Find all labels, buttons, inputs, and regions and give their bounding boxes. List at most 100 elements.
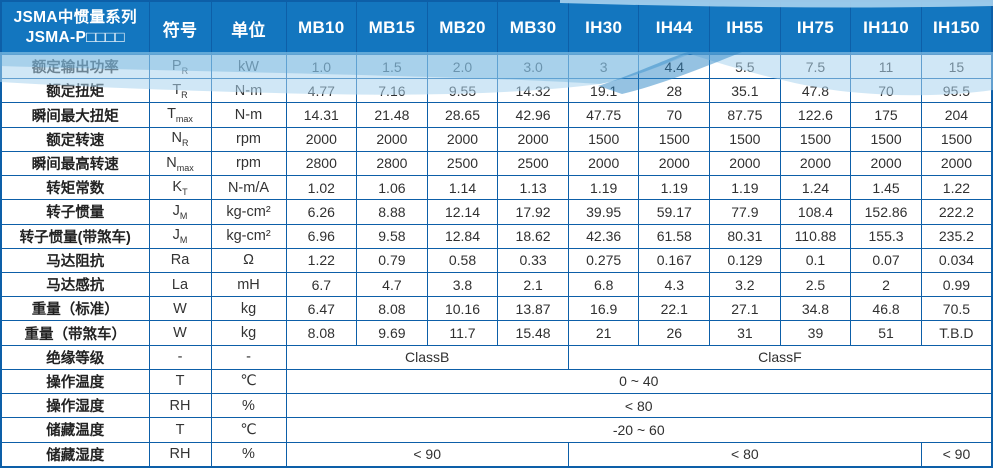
spec-value: 87.75 — [709, 102, 781, 128]
spec-value: 10.16 — [426, 296, 499, 322]
spec-value: 7.5 — [779, 53, 852, 80]
symbol-subscript: max — [175, 113, 193, 124]
spec-value: 2000 — [356, 126, 428, 152]
spec-value: 4.4 — [638, 53, 711, 80]
spec-value: 16.9 — [567, 296, 640, 322]
spec-value: 11 — [850, 53, 922, 80]
row-symbol: RH — [148, 393, 212, 419]
symbol-subscript: R — [181, 138, 189, 149]
spec-value-merged: < 90 — [920, 441, 993, 468]
spec-value: 47.8 — [779, 78, 852, 104]
spec-value: 1.02 — [285, 175, 358, 201]
spec-value: 0.79 — [356, 247, 428, 273]
spec-value: 8.08 — [356, 296, 428, 322]
spec-value: 1.24 — [779, 175, 852, 201]
model-col-header: IH44 — [638, 0, 711, 55]
spec-value: 1.22 — [285, 247, 358, 273]
spec-value: 3.2 — [709, 271, 781, 298]
row-symbol: JM — [148, 199, 212, 225]
spec-row: 转子惯量 JM kg-cm² 6.26 8.88 12.14 17.92 39.95 59.17… — [0, 199, 993, 225]
series-title-line1: JSMA中惯量系列 — [13, 8, 137, 26]
spec-value: 235.2 — [920, 223, 993, 249]
spec-value: 155.3 — [850, 223, 922, 249]
spec-value: 9.69 — [356, 320, 428, 346]
spec-value: 2000 — [426, 126, 499, 152]
row-label: 马达阻抗 — [0, 247, 150, 273]
spec-row: 绝缘等级 - - ClassB ClassF — [0, 344, 993, 370]
spec-value: 28.65 — [426, 102, 499, 128]
spec-value: 0.33 — [497, 247, 569, 273]
spec-value: 39 — [779, 320, 852, 346]
spec-value: 47.75 — [567, 102, 640, 128]
row-unit: - — [210, 344, 287, 370]
row-symbol: Tmax — [148, 102, 212, 128]
row-label: 重量（标准） — [0, 296, 150, 322]
row-label: 绝缘等级 — [0, 344, 150, 370]
spec-row: 马达感抗 La mH 6.7 4.7 3.8 2.1 6.8 4.3 3.2 2.5 2 0.99 — [0, 271, 993, 298]
spec-value: 3.8 — [426, 271, 499, 298]
spec-value: 35.1 — [709, 78, 781, 104]
symbol-subscript: max — [176, 162, 194, 173]
spec-value: 152.86 — [850, 199, 922, 225]
row-label: 额定输出功率 — [0, 53, 150, 80]
model-col-header: MB20 — [426, 0, 499, 55]
model-col-header: IH110 — [850, 0, 922, 55]
spec-value: 2000 — [920, 150, 993, 177]
spec-value: 80.31 — [709, 223, 781, 249]
spec-row: 马达阻抗 Ra Ω 1.22 0.79 0.58 0.33 0.275 0.167 0.129 0.… — [0, 247, 993, 273]
spec-value: 0.07 — [850, 247, 922, 273]
model-col-header: IH150 — [920, 0, 993, 55]
row-symbol: W — [148, 296, 212, 322]
symbol-column-header: 符号 — [148, 0, 212, 55]
spec-table-body: 额定输出功率 PR kW 1.0 1.5 2.0 3.0 3 4.4 5.5 7.5 11 15 额定扭矩… — [0, 53, 993, 468]
spec-value: 0.1 — [779, 247, 852, 273]
spec-value: 2500 — [426, 150, 499, 177]
spec-value-merged: < 80 — [567, 441, 922, 468]
spec-row: 额定输出功率 PR kW 1.0 1.5 2.0 3.0 3 4.4 5.5 7.5 11 15 — [0, 53, 993, 80]
spec-value: 59.17 — [638, 199, 711, 225]
model-col-header: MB30 — [497, 0, 569, 55]
row-symbol: - — [148, 344, 212, 370]
spec-value: 8.88 — [356, 199, 428, 225]
spec-value: 1.19 — [567, 175, 640, 201]
table-title: JSMA中惯量系列 JSMA-P□□□□ — [0, 0, 150, 55]
spec-value: 14.32 — [497, 78, 569, 104]
row-unit: Ω — [210, 247, 287, 273]
spec-row: 额定转速 NR rpm 2000 2000 2000 2000 1500 1500 1500 150… — [0, 126, 993, 152]
spec-value: 2000 — [709, 150, 781, 177]
symbol-subscript: M — [179, 235, 188, 246]
row-unit: kg-cm² — [210, 223, 287, 249]
spec-value: 2.1 — [497, 271, 569, 298]
spec-value: 2.5 — [779, 271, 852, 298]
row-unit: mH — [210, 271, 287, 298]
spec-value: 70.5 — [920, 296, 993, 322]
spec-value: 21.48 — [356, 102, 428, 128]
row-unit: kg-cm² — [210, 199, 287, 225]
spec-value: 204 — [920, 102, 993, 128]
row-label: 额定扭矩 — [0, 78, 150, 104]
spec-value: 70 — [638, 102, 711, 128]
spec-value-merged: < 80 — [285, 393, 993, 419]
spec-value: 6.47 — [285, 296, 358, 322]
spec-value: 18.62 — [497, 223, 569, 249]
spec-value: 17.92 — [497, 199, 569, 225]
spec-value: 2000 — [497, 126, 569, 152]
spec-value: 21 — [567, 320, 640, 346]
spec-value: 2800 — [285, 150, 358, 177]
spec-value-merged: ClassB — [285, 344, 569, 370]
spec-value: 2000 — [850, 150, 922, 177]
row-unit: % — [210, 393, 287, 419]
spec-value: 1.45 — [850, 175, 922, 201]
spec-value: 19.1 — [567, 78, 640, 104]
spec-value: 1500 — [567, 126, 640, 152]
row-label: 转子惯量(带煞车) — [0, 223, 150, 249]
row-label: 转矩常数 — [0, 175, 150, 201]
spec-value: 2000 — [779, 150, 852, 177]
spec-value: 2500 — [497, 150, 569, 177]
spec-table-head: JSMA中惯量系列 JSMA-P□□□□ 符号 单位 MB10 MB15 MB20 M… — [0, 0, 993, 55]
spec-value: 0.034 — [920, 247, 993, 273]
header-row: JSMA中惯量系列 JSMA-P□□□□ 符号 单位 MB10 MB15 MB20 M… — [0, 0, 993, 55]
spec-value: 13.87 — [497, 296, 569, 322]
